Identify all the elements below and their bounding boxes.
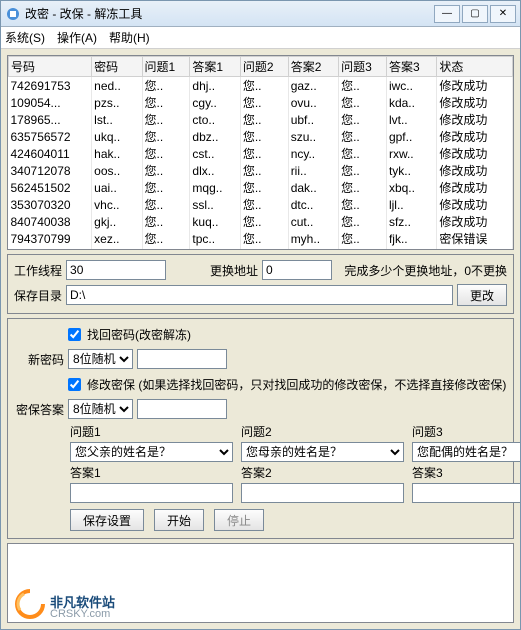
table-row[interactable]: 794370799xez..您..tpc..您..myh..您..fjk..密保…	[9, 230, 513, 247]
a3-input[interactable]	[412, 483, 520, 503]
watermark: 非凡软件站 CRSKY.com	[14, 588, 115, 620]
q1-label: 问题1	[70, 423, 233, 440]
table-row[interactable]: 562451502uai..您..mqg..您..dak..您..xbq..修改…	[9, 179, 513, 196]
col-header[interactable]: 答案1	[190, 57, 240, 77]
newpwd-label: 新密码	[14, 351, 64, 368]
swap-input[interactable]	[262, 260, 332, 280]
data-table-wrap: 号码密码问题1答案1问题2答案2问题3答案3状态 742691753ned..您…	[7, 55, 514, 250]
menu-system[interactable]: 系统(S)	[5, 29, 45, 46]
minimize-button[interactable]: —	[434, 5, 460, 23]
col-header[interactable]: 问题2	[240, 57, 288, 77]
change-button[interactable]: 更改	[457, 284, 507, 306]
secret-checkbox[interactable]	[68, 378, 81, 391]
table-row[interactable]: 840740038gkj..您..kuq..您..cut..您..sfz..修改…	[9, 213, 513, 230]
newpwd-select[interactable]: 8位随机	[68, 349, 133, 369]
threads-input[interactable]	[66, 260, 166, 280]
stop-button[interactable]: 停止	[214, 509, 264, 531]
swap-label: 更换地址	[210, 262, 258, 279]
a1-input[interactable]	[70, 483, 233, 503]
a2-input[interactable]	[241, 483, 404, 503]
table-row[interactable]: 353070320vhc..您..ssl..您..dtc..您..ljl..修改…	[9, 196, 513, 213]
secret-select[interactable]: 8位随机	[68, 399, 133, 419]
col-header[interactable]: 号码	[9, 57, 92, 77]
q2-label: 问题2	[241, 423, 404, 440]
col-header[interactable]: 答案2	[288, 57, 338, 77]
table-row[interactable]: 178965...lst..您..cto..您..ubf..您..lvt..修改…	[9, 111, 513, 128]
col-header[interactable]: 问题1	[142, 57, 190, 77]
watermark-url: CRSKY.com	[50, 609, 115, 620]
window-title: 改密 - 改保 - 解冻工具	[25, 5, 432, 22]
options-group: 找回密码(改密解冻) 新密码 8位随机 修改密保 (如果选择找回密码，只对找回成…	[7, 318, 514, 539]
menu-operate[interactable]: 操作(A)	[57, 29, 97, 46]
maximize-button[interactable]: ▢	[462, 5, 488, 23]
swap-note: 完成多少个更换地址，0不更换	[344, 262, 507, 279]
col-header[interactable]: 密码	[92, 57, 142, 77]
col-header[interactable]: 问题3	[339, 57, 387, 77]
q3-select[interactable]: 您配偶的姓名是？	[412, 442, 520, 462]
menu-help[interactable]: 帮助(H)	[109, 29, 150, 46]
table-row[interactable]: 109054...pzs..您..cgy..您..ovu..您..kda..修改…	[9, 94, 513, 111]
recover-checkbox[interactable]	[68, 328, 81, 341]
start-button[interactable]: 开始	[154, 509, 204, 531]
watermark-icon	[14, 588, 46, 620]
savedir-input[interactable]	[66, 285, 453, 305]
table-row[interactable]: 340712078oos..您..dlx..您..rii..您..tyk..修改…	[9, 162, 513, 179]
table-row[interactable]: 635756572ukq..您..dbz..您..szu..您..gpf..修改…	[9, 128, 513, 145]
recover-label: 找回密码(改密解冻)	[87, 326, 191, 343]
settings-group: 工作线程 更换地址 完成多少个更换地址，0不更换 保存目录 更改	[7, 254, 514, 314]
q1-select[interactable]: 您父亲的姓名是？	[70, 442, 233, 462]
q2-select[interactable]: 您母亲的姓名是？	[241, 442, 404, 462]
save-settings-button[interactable]: 保存设置	[70, 509, 144, 531]
threads-label: 工作线程	[14, 262, 62, 279]
menubar: 系统(S) 操作(A) 帮助(H)	[1, 27, 520, 49]
data-table[interactable]: 号码密码问题1答案1问题2答案2问题3答案3状态 742691753ned..您…	[8, 56, 513, 250]
newpwd-input[interactable]	[137, 349, 227, 369]
titlebar: 改密 - 改保 - 解冻工具 — ▢ ✕	[1, 1, 520, 27]
secret-ans-label: 密保答案	[14, 401, 64, 418]
secret-label: 修改密保 (如果选择找回密码，只对找回成功的修改密保，不选择直接修改密保)	[87, 376, 506, 393]
savedir-label: 保存目录	[14, 287, 62, 304]
col-header[interactable]: 答案3	[386, 57, 436, 77]
table-row[interactable]: 742786212spi..您..yot..您..oba..您..lol..修改…	[9, 247, 513, 250]
a1-label: 答案1	[70, 464, 233, 481]
table-row[interactable]: 424604011hak..您..cst..您..ncy..您..rxw..修改…	[9, 145, 513, 162]
a2-label: 答案2	[241, 464, 404, 481]
app-icon	[5, 6, 21, 22]
close-button[interactable]: ✕	[490, 5, 516, 23]
q3-label: 问题3	[412, 423, 520, 440]
log-textarea[interactable]: 非凡软件站 CRSKY.com	[7, 543, 514, 623]
table-row[interactable]: 742691753ned..您..dhj..您..gaz..您..iwc..修改…	[9, 77, 513, 95]
secret-input[interactable]	[137, 399, 227, 419]
col-header[interactable]: 状态	[437, 57, 513, 77]
a3-label: 答案3	[412, 464, 520, 481]
